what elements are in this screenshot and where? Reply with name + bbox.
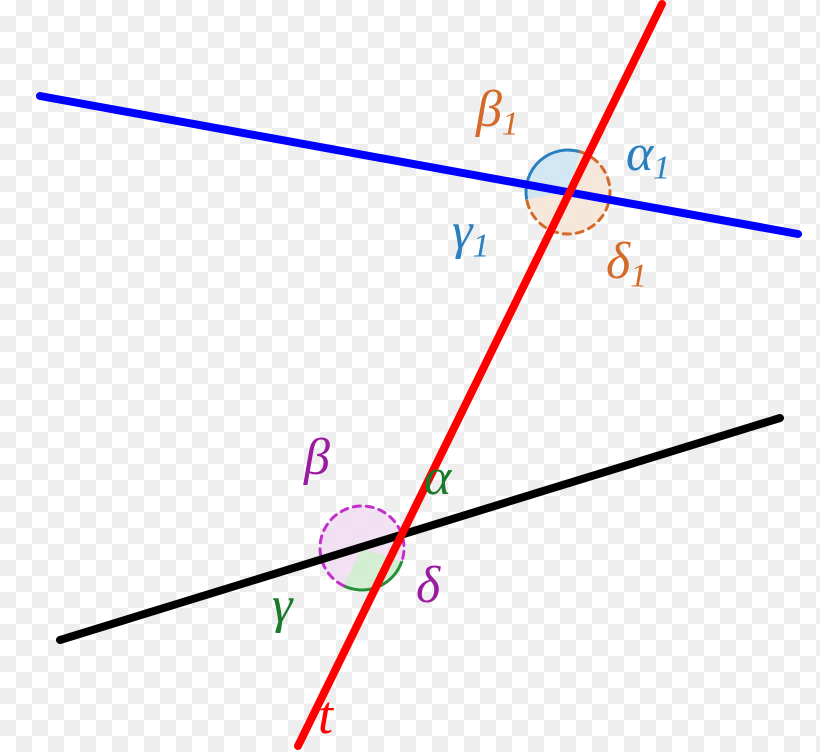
label-delta: δ [416,560,440,612]
label-alpha: α [424,452,451,504]
label-t: t [318,688,333,742]
geometry-svg [0,0,820,752]
label-gamma: γ [272,580,293,632]
diagram-canvas: α1 β1 γ1 δ1 α β γ δ t [0,0,820,752]
label-alpha1: α1 [626,128,670,185]
label-gamma1: γ1 [452,206,489,263]
label-delta1: δ1 [606,236,647,293]
label-beta1: β1 [476,84,519,141]
label-beta: β [304,432,330,484]
